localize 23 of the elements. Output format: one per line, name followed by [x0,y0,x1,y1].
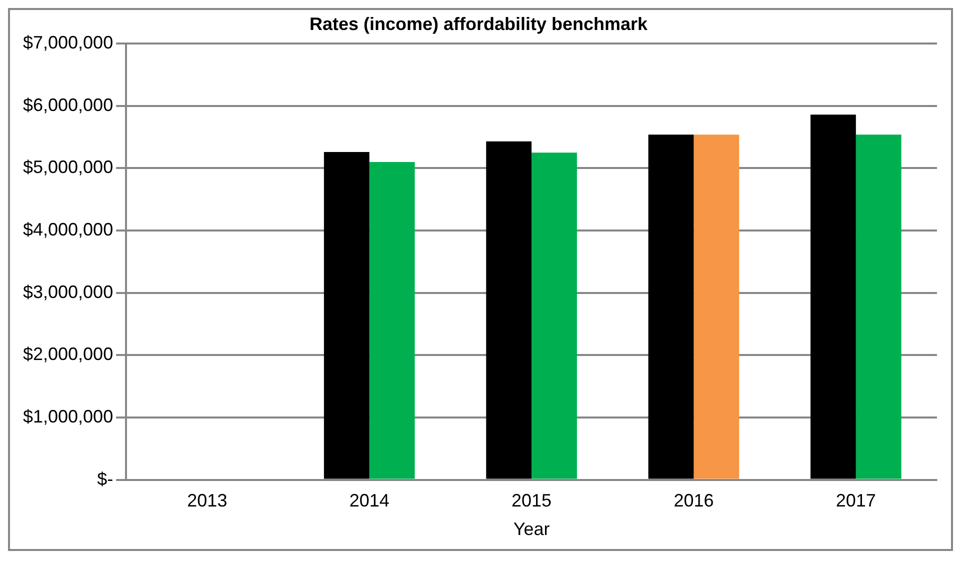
y-tick-label: $4,000,000 [22,220,114,240]
y-tick-label: $7,000,000 [22,32,114,53]
x-tick-label: 2015 [512,490,552,511]
chart-title: Rates (income) affordability benchmark [309,14,649,34]
bar [369,162,415,479]
bar [324,152,370,479]
bar [694,134,740,479]
x-tick-label: 2017 [836,490,876,511]
bar [856,134,902,479]
y-tick-label: $6,000,000 [22,94,114,115]
bar [810,114,856,479]
x-tick-label: 2014 [349,490,390,511]
y-tick-label: $5,000,000 [22,157,114,178]
x-axis-title: Year [513,519,550,540]
bar [532,152,577,479]
x-tick-label: 2016 [674,490,714,511]
y-tick-label: $1,000,000 [22,406,114,426]
y-tick-label: $3,000,000 [22,282,114,302]
y-tick-label: $- [97,468,114,489]
bar [486,141,532,479]
x-tick-label: 2013 [187,490,228,511]
bar [648,134,694,479]
y-tick-label: $2,000,000 [22,344,114,364]
